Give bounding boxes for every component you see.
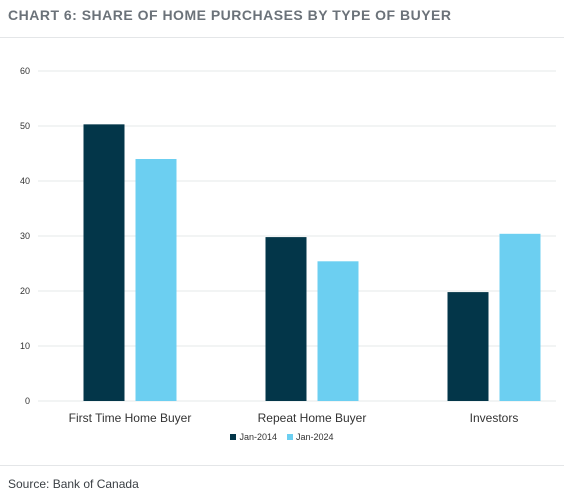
legend: Jan-2014 Jan-2024 <box>0 432 564 442</box>
y-axis-ticks: 0 10 20 30 40 50 60 <box>20 66 30 406</box>
bar-0-0 <box>83 124 125 401</box>
bar-0-1 <box>135 159 177 401</box>
x-tick-label: Repeat Home Buyer <box>258 411 367 425</box>
bar-1-1 <box>317 261 359 401</box>
source-note: Source: Bank of Canada <box>8 477 139 491</box>
y-tick-label: 30 <box>20 231 30 241</box>
x-axis-labels: First Time Home Buyer Repeat Home Buyer In… <box>69 411 519 425</box>
bar-chart: 0 10 20 30 40 50 60 First Time Home Buyer Repea… <box>20 66 556 425</box>
bar-1-0 <box>265 237 307 401</box>
legend-label-jan-2014: Jan-2014 <box>239 432 277 442</box>
y-tick-label: 20 <box>20 286 30 296</box>
bar-2-1 <box>499 233 541 401</box>
y-tick-label: 0 <box>25 396 30 406</box>
bar-2-0 <box>447 292 489 401</box>
y-tick-label: 60 <box>20 66 30 76</box>
legend-label-jan-2024: Jan-2024 <box>296 432 334 442</box>
x-tick-label: Investors <box>470 411 519 425</box>
legend-item-jan-2014: Jan-2014 <box>230 432 277 442</box>
legend-swatch-jan-2014 <box>230 434 237 440</box>
y-tick-label: 10 <box>20 341 30 351</box>
y-tick-label: 50 <box>20 121 30 131</box>
legend-swatch-jan-2024 <box>287 434 293 440</box>
y-tick-label: 40 <box>20 176 30 186</box>
legend-item-jan-2024: Jan-2024 <box>287 432 334 442</box>
bars <box>83 124 541 401</box>
x-tick-label: First Time Home Buyer <box>69 411 192 425</box>
chart-title: CHART 6: SHARE OF HOME PURCHASES BY TYPE… <box>8 7 452 23</box>
